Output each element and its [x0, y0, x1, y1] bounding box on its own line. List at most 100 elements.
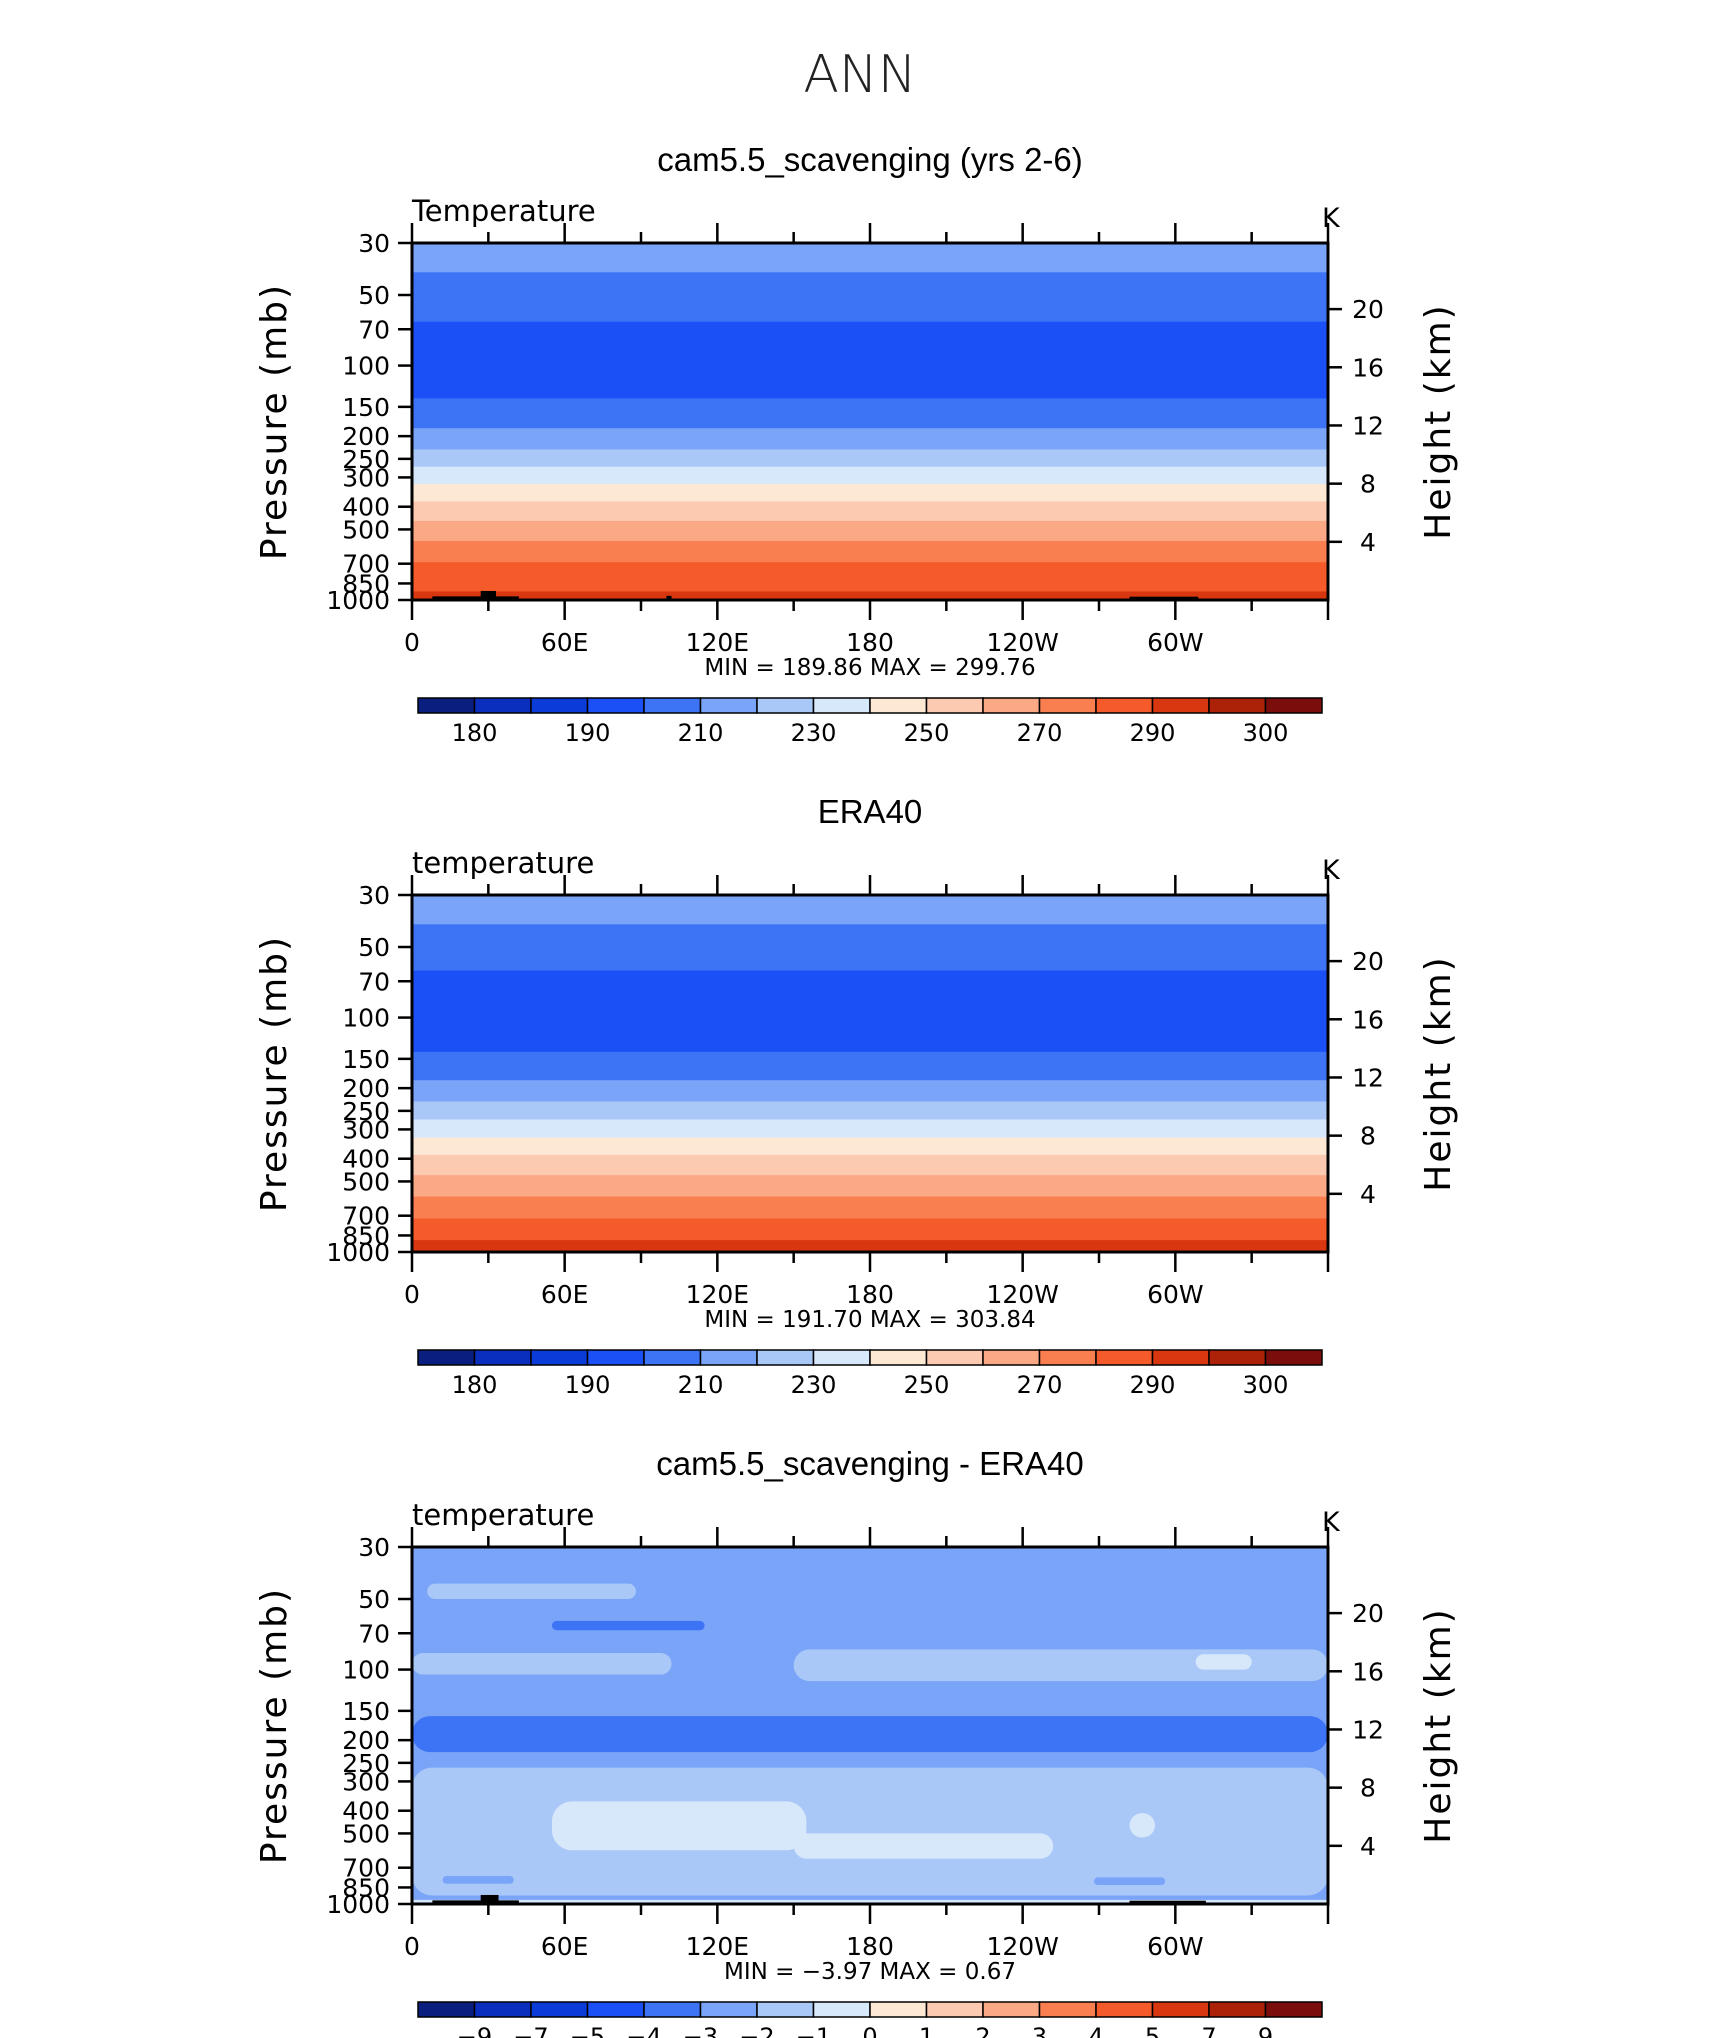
lon-tick-label: 180 — [846, 1280, 894, 1309]
units-label: K — [1322, 203, 1341, 234]
min-max-label: MIN = 191.70 MAX = 303.84 — [704, 1307, 1035, 1333]
land-mask — [666, 595, 672, 600]
colorbar-swatch — [530, 697, 589, 714]
colorbar-label: −4 — [626, 2023, 661, 2038]
height-tick-label: 12 — [1352, 1715, 1384, 1744]
contour-band — [412, 540, 1328, 563]
chart-panel-3: cam5.5_scavenging - ERA40 temperature K 0 60… — [254, 1445, 1459, 2038]
height-tick-label: 16 — [1352, 1005, 1384, 1034]
height-tick-label: 16 — [1352, 1657, 1384, 1686]
colorbar-swatch — [417, 2001, 476, 2018]
colorbar-swatch — [1038, 1349, 1097, 1366]
colorbar-swatch — [699, 2001, 758, 2018]
pressure-tick-label: 70 — [358, 1619, 390, 1648]
variable-label: Temperature — [411, 194, 596, 228]
height-tick-label: 4 — [1360, 528, 1376, 557]
pressure-tick-label: 200 — [342, 1074, 390, 1103]
colorbar-label: 300 — [1243, 719, 1289, 747]
contour-band — [412, 1175, 1328, 1198]
contour-region — [412, 1653, 672, 1675]
plot-area — [412, 895, 1328, 1252]
lon-tick-label: 60W — [1147, 628, 1204, 657]
colorbar-swatch — [473, 2001, 532, 2018]
height-tick-label: 4 — [1360, 1180, 1376, 1209]
colorbar-swatch — [1095, 1349, 1154, 1366]
pressure-tick-label: 30 — [358, 1533, 390, 1562]
pressure-tick-label: 100 — [342, 1656, 390, 1685]
colorbar-label: 190 — [565, 1371, 611, 1399]
colorbar-swatch — [756, 697, 815, 714]
pressure-tick-label: 850 — [342, 569, 390, 598]
colorbar-swatch — [586, 697, 645, 714]
contour-band — [412, 321, 1328, 399]
contour-band — [412, 501, 1328, 522]
pressure-tick-label: 400 — [342, 493, 390, 522]
pressure-tick-label: 100 — [342, 1004, 390, 1033]
pressure-tick-label: 1000 — [326, 1238, 390, 1267]
contour-band — [412, 1119, 1328, 1139]
colorbar-swatch — [1151, 697, 1210, 714]
lon-tick-label: 0 — [404, 628, 420, 657]
land-mask — [1129, 1900, 1206, 1904]
colorbar-swatch — [1038, 2001, 1097, 2018]
colorbar-swatch — [812, 1349, 871, 1366]
contour-band — [412, 1051, 1328, 1081]
colorbar-swatch — [1264, 2001, 1323, 2018]
colorbar-swatch — [1095, 697, 1154, 714]
colorbar-label: 0 — [862, 2023, 877, 2038]
colorbar-swatch — [473, 1349, 532, 1366]
pressure-tick-label: 500 — [342, 1167, 390, 1196]
colorbar-swatch — [530, 2001, 589, 2018]
colorbar-label: 210 — [678, 719, 724, 747]
chart-title: ERA40 — [818, 793, 923, 830]
height-tick-label: 8 — [1360, 470, 1376, 499]
contour-region — [551, 1620, 705, 1631]
colorbar-swatch — [473, 697, 532, 714]
pressure-tick-label: 150 — [342, 393, 390, 422]
contour-region — [427, 1583, 636, 1600]
colorbar-label: 300 — [1243, 1371, 1289, 1399]
colorbar-label: 250 — [904, 1371, 950, 1399]
height-tick-label: 16 — [1352, 353, 1384, 382]
lon-tick-label: 0 — [404, 1280, 420, 1309]
contour-band — [412, 924, 1328, 972]
colorbar: 180 190 210 230 250 270 290 300 — [417, 1349, 1323, 1399]
colorbar: −9 −7 −5 −4 −3 −2 −1 0 1 2 3 4 5 7 9 — [417, 2001, 1323, 2038]
lon-tick-label: 120E — [686, 1280, 750, 1309]
contour-band — [412, 1218, 1328, 1241]
contour-band — [412, 1137, 1328, 1156]
pressure-tick-label: 300 — [342, 463, 390, 492]
contour-region — [793, 1833, 1054, 1859]
pressure-tick-label: 300 — [342, 1767, 390, 1796]
contour-region — [442, 1876, 514, 1884]
chart-panels: cam5.5_scavenging (yrs 2-6) Temperature K 0… — [254, 141, 1459, 2038]
colorbar-swatch — [1208, 1349, 1267, 1366]
height-tick-label: 20 — [1352, 947, 1384, 976]
pressure-tick-label: 500 — [342, 1819, 390, 1848]
pressure-tick-label: 850 — [342, 1873, 390, 1902]
contour-region — [412, 1716, 1328, 1753]
pressure-axis-title: Pressure (mb) — [254, 283, 295, 560]
land-mask — [432, 1900, 519, 1904]
colorbar-label: 270 — [1017, 1371, 1063, 1399]
pressure-tick-label: 500 — [342, 515, 390, 544]
lon-tick-label: 120E — [686, 628, 750, 657]
pressure-tick-label: 300 — [342, 1115, 390, 1144]
colorbar-label: 290 — [1130, 1371, 1176, 1399]
colorbar-swatch — [586, 1349, 645, 1366]
colorbar-label: 180 — [452, 719, 498, 747]
contour-band — [412, 449, 1328, 468]
height-axis-title: Height (km) — [1418, 303, 1459, 539]
lon-tick-label: 0 — [404, 1932, 420, 1961]
colorbar-swatch — [812, 697, 871, 714]
colorbar-label: 3 — [1032, 2023, 1047, 2038]
lon-tick-label: 180 — [846, 1932, 894, 1961]
lon-tick-label: 120W — [986, 628, 1058, 657]
pressure-tick-label: 100 — [342, 352, 390, 381]
min-max-label: MIN = −3.97 MAX = 0.67 — [724, 1959, 1016, 1985]
contour-band — [412, 970, 1328, 1053]
colorbar-label: 290 — [1130, 719, 1176, 747]
pressure-tick-label: 700 — [342, 550, 390, 579]
pressure-tick-label: 250 — [342, 445, 390, 474]
